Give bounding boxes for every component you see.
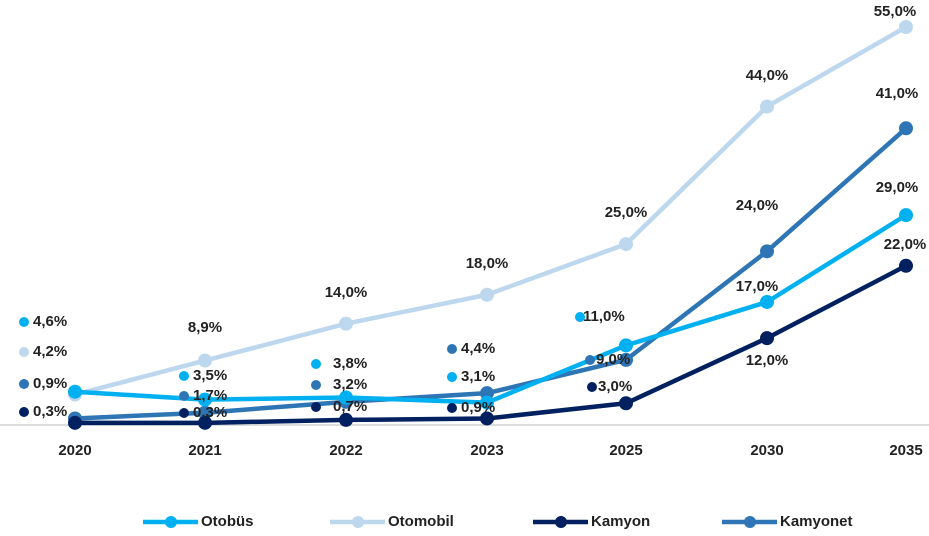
label-bullet — [19, 407, 29, 417]
label-bullet — [311, 380, 321, 390]
data-label: 55,0% — [874, 3, 917, 20]
data-label: 3,5% — [193, 367, 227, 384]
label-bullet — [19, 347, 29, 357]
point — [68, 415, 82, 430]
point — [619, 352, 633, 367]
data-label: 4,4% — [461, 340, 495, 357]
x-tick-label: 2021 — [188, 442, 221, 459]
point — [339, 390, 353, 405]
data-label: 1,7% — [193, 387, 227, 404]
data-label: 8,9% — [188, 319, 222, 336]
point — [899, 20, 913, 34]
point — [619, 338, 633, 353]
point — [760, 294, 774, 309]
legend-marker — [165, 516, 177, 528]
x-tick-label: 2030 — [750, 442, 783, 459]
data-label: 17,0% — [736, 278, 779, 295]
label-bullet — [447, 372, 457, 382]
label-bullet — [587, 382, 597, 392]
data-label: 24,0% — [736, 197, 779, 214]
data-label: 25,0% — [605, 204, 648, 221]
legend-marker — [352, 516, 364, 528]
label-bullet — [311, 359, 321, 369]
label-bullet — [575, 312, 585, 322]
label-bullet — [19, 379, 29, 389]
label-bullet — [585, 355, 595, 365]
label-bullet — [179, 408, 189, 418]
point — [339, 412, 353, 427]
data-label: 3,1% — [461, 368, 495, 385]
label-bullet — [179, 391, 189, 401]
data-label: 4,6% — [33, 313, 67, 330]
data-label: 14,0% — [325, 284, 368, 301]
point — [198, 392, 212, 407]
point — [480, 395, 494, 410]
point — [480, 411, 494, 426]
point — [619, 396, 633, 411]
x-tick-label: 2022 — [329, 442, 362, 459]
point — [198, 353, 212, 368]
legend-marker — [744, 516, 756, 528]
label-bullet — [447, 344, 457, 354]
data-label: 11,0% — [583, 308, 625, 325]
point — [760, 99, 774, 114]
point — [198, 405, 212, 420]
data-label: 3,0% — [598, 378, 632, 395]
x-tick-label: 2035 — [889, 442, 922, 459]
point — [899, 258, 913, 273]
data-label: 9,0% — [596, 351, 630, 368]
x-tick-label: 2020 — [58, 442, 91, 459]
data-label: 0,3% — [193, 404, 227, 421]
data-label: 0,7% — [333, 398, 367, 415]
data-label: 4,2% — [33, 343, 67, 360]
point — [899, 208, 913, 223]
x-tick-label: 2025 — [609, 442, 642, 459]
legend-label: Kamyon — [591, 513, 650, 530]
label-bullet — [19, 317, 29, 327]
data-label: 0,9% — [461, 399, 495, 416]
point — [198, 415, 212, 430]
legend-label: Kamyonet — [780, 513, 853, 530]
legend-marker — [555, 516, 567, 528]
data-label: 18,0% — [466, 255, 509, 272]
data-label: 22,0% — [884, 236, 927, 253]
point — [619, 237, 633, 252]
data-label: 44,0% — [746, 67, 789, 84]
x-tick-label: 2023 — [470, 442, 503, 459]
data-label: 3,8% — [333, 355, 367, 372]
legend-label: Otomobil — [388, 513, 454, 530]
label-bullet — [311, 402, 321, 412]
point — [760, 244, 774, 259]
point — [339, 316, 353, 331]
data-label: 12,0% — [746, 352, 789, 369]
label-bullet — [179, 371, 189, 381]
point — [480, 287, 494, 302]
point — [899, 121, 913, 136]
point — [68, 384, 82, 399]
data-label: 41,0% — [876, 85, 919, 102]
legend-label: Otobüs — [201, 513, 254, 530]
point — [760, 331, 774, 346]
label-bullet — [447, 403, 457, 413]
data-label: 3,2% — [333, 376, 367, 393]
data-label: 0,9% — [33, 375, 67, 392]
data-label: 29,0% — [876, 179, 919, 196]
data-label: 0,3% — [33, 403, 67, 420]
